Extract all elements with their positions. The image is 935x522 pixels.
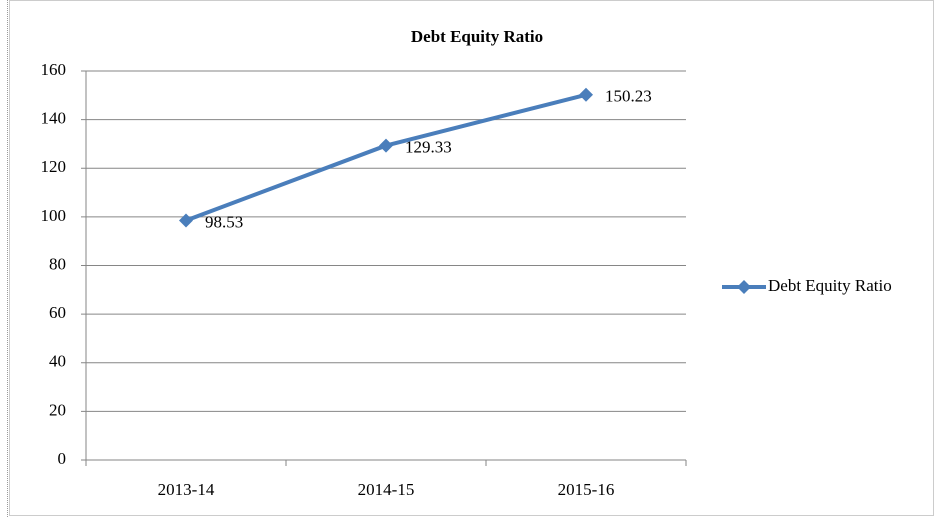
series-line — [185, 92, 587, 223]
y-tick-label: 60 — [49, 303, 66, 322]
chart-border — [9, 0, 934, 516]
y-tick-label: 120 — [41, 157, 67, 176]
y-tick-label: 0 — [58, 449, 67, 468]
y-tick-label: 40 — [49, 352, 66, 371]
x-tick-label: 2014-15 — [358, 480, 415, 499]
y-tick-label: 140 — [41, 109, 67, 128]
data-point — [179, 213, 193, 228]
y-tick-label: 100 — [41, 206, 67, 225]
y-tick-label: 80 — [49, 254, 66, 273]
x-tick-label: 2013-14 — [158, 480, 215, 499]
data-point — [379, 138, 393, 153]
data-label: 129.33 — [405, 137, 452, 156]
legend-label: Debt Equity Ratio — [768, 276, 892, 295]
y-tick-label: 20 — [49, 400, 66, 419]
x-tick-label: 2015-16 — [558, 480, 615, 499]
y-tick-label: 160 — [41, 60, 67, 79]
legend-marker — [737, 280, 751, 294]
data-label: 150.23 — [605, 87, 652, 106]
chart-title: Debt Equity Ratio — [411, 27, 543, 46]
data-label: 98.53 — [205, 212, 243, 231]
data-point — [579, 87, 593, 102]
